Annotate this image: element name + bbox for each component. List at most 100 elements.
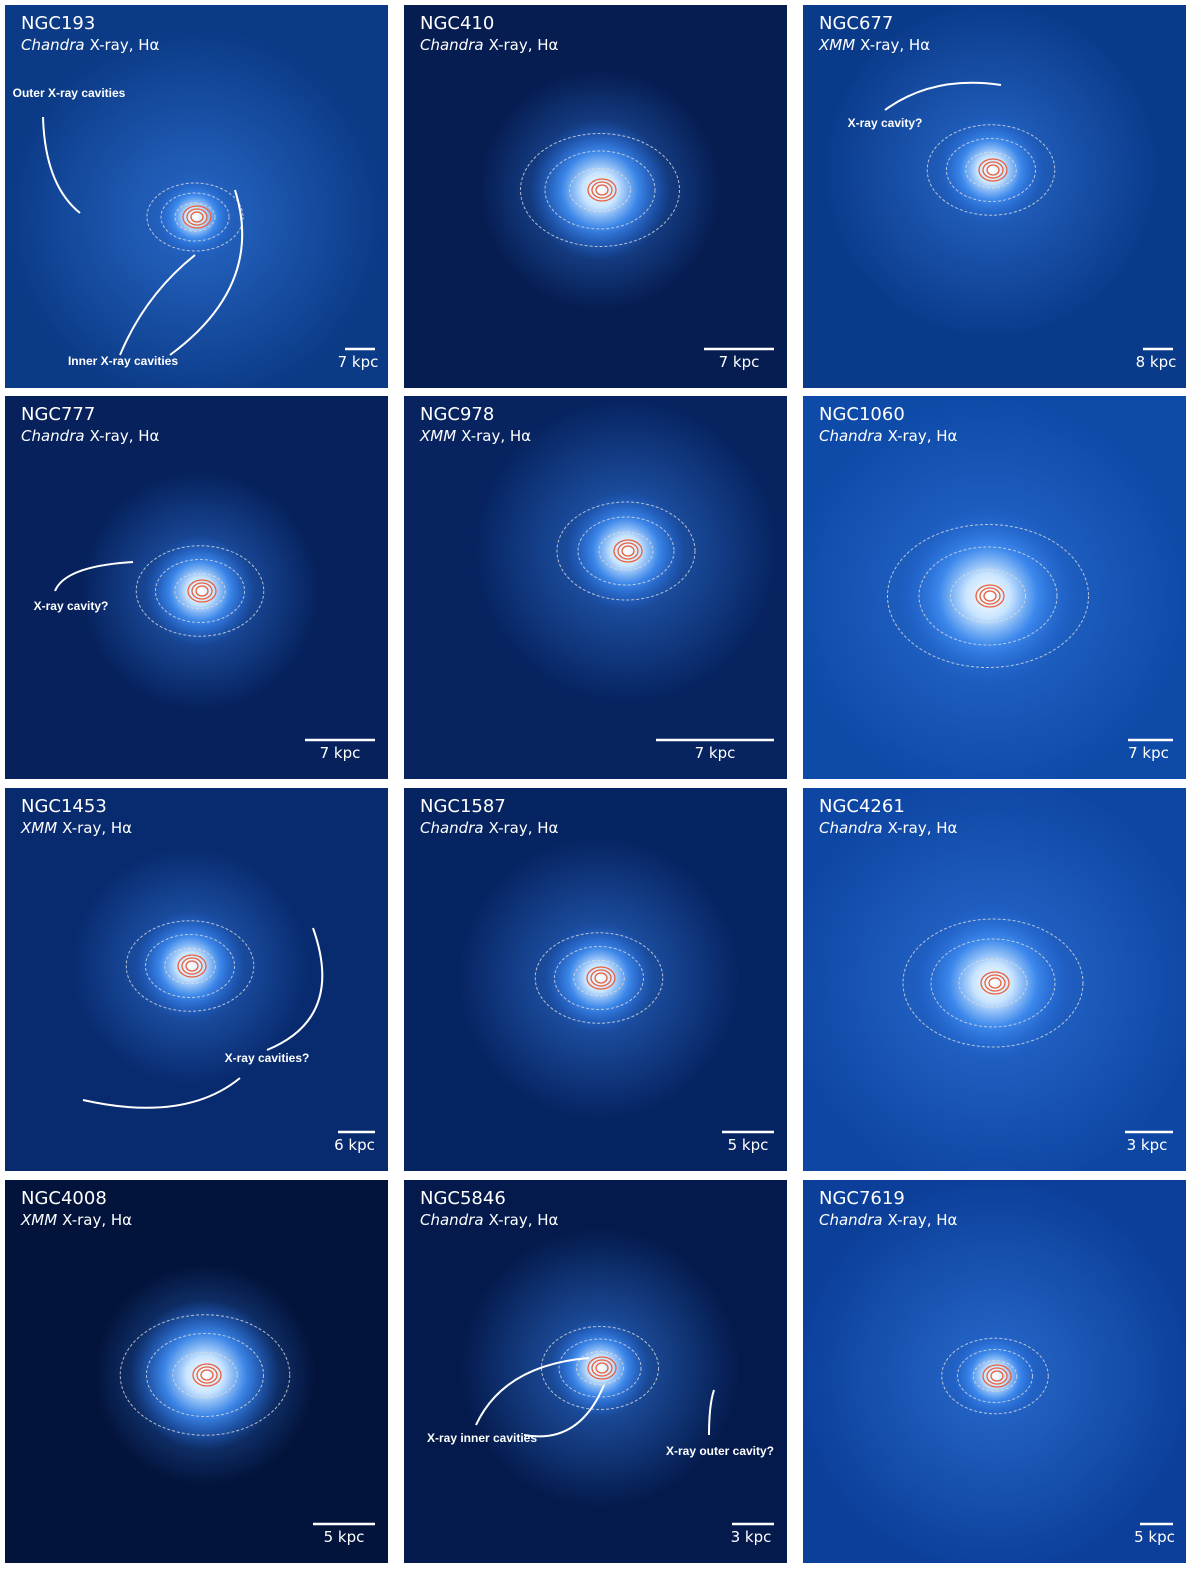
xray-contour xyxy=(598,531,654,571)
galaxy-core xyxy=(950,1331,1040,1421)
galaxy-name: NGC1587 xyxy=(420,796,506,817)
arrow xyxy=(708,1389,715,1436)
xray-contour xyxy=(554,946,644,1010)
subtitle: XMM X-ray, Hα xyxy=(20,819,132,837)
halpha-contour xyxy=(984,974,1006,992)
galaxy-core xyxy=(913,903,1073,1063)
galaxy-name: NGC7619 xyxy=(819,1188,905,1209)
instrument: Chandra xyxy=(21,36,85,54)
image-panel: NGC777 Chandra X-ray, Hα 7 kpc X-ray cavity? xyxy=(5,396,388,779)
galaxy-name: NGC777 xyxy=(21,404,95,425)
halpha-contour xyxy=(196,1366,218,1384)
xray-contour xyxy=(958,958,1028,1008)
galaxy-name: NGC5846 xyxy=(420,1188,506,1209)
xray-contour xyxy=(172,1351,238,1399)
image-panel: NGC1587 Chandra X-ray, Hα 5 kpc xyxy=(404,788,787,1171)
instrument: Chandra xyxy=(21,427,85,445)
galaxy-name: NGC4008 xyxy=(21,1188,107,1209)
galaxy-name: NGC410 xyxy=(420,13,494,34)
bands: X-ray, Hα xyxy=(888,427,958,445)
bands: X-ray, Hα xyxy=(489,819,559,837)
arrow xyxy=(119,189,244,356)
xray-contour xyxy=(918,546,1058,646)
halpha-contour xyxy=(595,184,609,196)
scale-label: 7 kpc xyxy=(695,744,736,762)
instrument: XMM xyxy=(818,36,855,54)
xray-contour xyxy=(972,1360,1018,1392)
instrument: Chandra xyxy=(420,36,484,54)
xray-contour xyxy=(887,524,1089,668)
xray-contour xyxy=(544,150,656,230)
annotation: Inner X-ray cavities xyxy=(68,354,178,368)
halpha-contour xyxy=(983,590,997,602)
halpha-contour xyxy=(986,164,1000,176)
halpha-contour xyxy=(195,585,209,597)
halpha-contour xyxy=(590,969,612,987)
halpha-contour xyxy=(982,161,1004,179)
halpha-contour xyxy=(591,1359,613,1377)
halpha-contour xyxy=(978,158,1008,182)
xray-contour xyxy=(125,920,255,1012)
bands: X-ray, Hα xyxy=(90,36,160,54)
instrument: Chandra xyxy=(420,819,484,837)
arrow xyxy=(42,116,81,214)
xray-contour xyxy=(573,959,625,997)
halpha-contour xyxy=(185,960,199,972)
instrument: XMM xyxy=(20,1211,57,1229)
halpha-contour xyxy=(980,971,1010,995)
xray-contour xyxy=(556,501,696,601)
subtitle: XMM X-ray, Hα xyxy=(818,36,930,54)
image-panel: NGC4261 Chandra X-ray, Hα 3 kpc xyxy=(803,788,1186,1171)
xray-contour xyxy=(155,559,245,623)
galaxy-name: NGC4261 xyxy=(819,796,905,817)
subtitle: Chandra X-ray, Hα xyxy=(819,1211,958,1229)
instrument: Chandra xyxy=(819,1211,883,1229)
bands: X-ray, Hα xyxy=(489,36,559,54)
halpha-contour xyxy=(187,579,217,603)
arrow xyxy=(884,81,1002,111)
galaxy-core xyxy=(155,177,235,257)
image-panel: NGC7619 Chandra X-ray, Hα 5 kpc xyxy=(803,1180,1186,1563)
bands: X-ray, Hα xyxy=(489,1211,559,1229)
galaxy-name: NGC978 xyxy=(420,404,494,425)
image-panel: NGC4008 XMM X-ray, Hα 5 kpc xyxy=(5,1180,388,1563)
annotation: X-ray outer cavity? xyxy=(666,1444,774,1458)
halpha-contour xyxy=(990,1370,1004,1382)
halpha-contour xyxy=(181,957,203,975)
halpha-contour xyxy=(613,539,643,563)
xray-contour xyxy=(119,1314,291,1436)
bands: X-ray, Hα xyxy=(888,819,958,837)
galaxy-name: NGC193 xyxy=(21,13,95,34)
galaxy-name: NGC677 xyxy=(819,13,893,34)
scale-label: 7 kpc xyxy=(338,353,379,371)
galaxy-core xyxy=(145,536,255,646)
image-panel: NGC5846 Chandra X-ray, Hα 3 kpc X-ray inner … xyxy=(404,1180,787,1563)
halpha-contour xyxy=(200,1369,214,1381)
galaxy-name: NGC1060 xyxy=(819,404,905,425)
subtitle: Chandra X-ray, Hα xyxy=(420,819,559,837)
image-panel: NGC1060 Chandra X-ray, Hα 7 kpc xyxy=(803,396,1186,779)
subtitle: Chandra X-ray, Hα xyxy=(819,819,958,837)
galaxy-name: NGC1453 xyxy=(21,796,107,817)
bands: X-ray, Hα xyxy=(888,1211,958,1229)
arrow xyxy=(475,1357,605,1438)
image-panel: NGC677 XMM X-ray, Hα 8 kpc X-ray cavity? xyxy=(803,5,1186,388)
subtitle: Chandra X-ray, Hα xyxy=(21,427,160,445)
arrow xyxy=(54,561,134,592)
xray-contour xyxy=(577,516,675,586)
image-panel: NGC1453 XMM X-ray, Hα 6 kpc X-ray cavities? xyxy=(5,788,388,1171)
scale-label: 8 kpc xyxy=(1136,353,1177,371)
galaxy-core xyxy=(530,120,670,260)
subtitle: Chandra X-ray, Hα xyxy=(819,427,958,445)
xray-contour xyxy=(558,1338,642,1398)
xray-contour xyxy=(174,572,226,610)
subtitle: XMM X-ray, Hα xyxy=(20,1211,132,1229)
halpha-contour xyxy=(192,1363,222,1387)
bands: X-ray, Hα xyxy=(461,427,531,445)
halpha-contour xyxy=(587,1356,617,1380)
xray-contour xyxy=(146,1333,264,1417)
scale-label: 5 kpc xyxy=(1134,1528,1175,1546)
image-panel: NGC978 XMM X-ray, Hα 7 kpc xyxy=(404,396,787,779)
halpha-contour xyxy=(975,584,1005,608)
